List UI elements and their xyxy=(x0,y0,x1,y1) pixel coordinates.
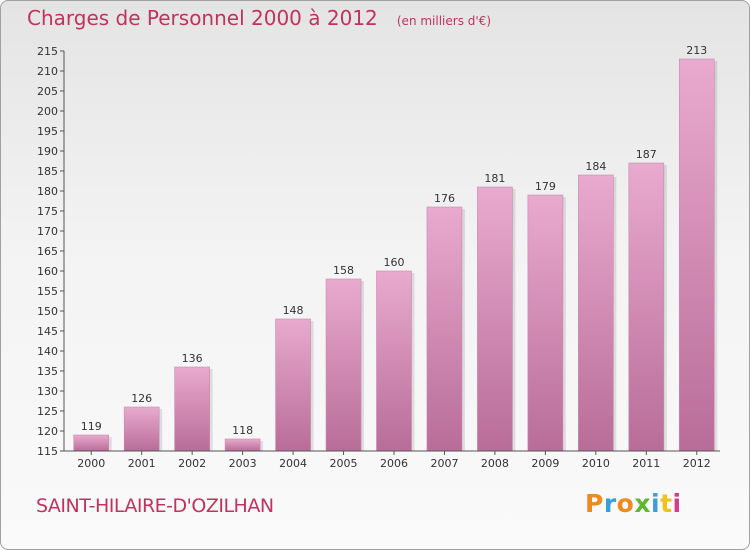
y-tick-label: 215 xyxy=(37,45,58,58)
data-label: 119 xyxy=(81,420,102,433)
logo-letter: i xyxy=(651,489,661,518)
y-tick-label: 115 xyxy=(37,445,58,458)
y-tick-label: 170 xyxy=(37,225,58,238)
commune-name: SAINT-HILAIRE-D'OZILHAN xyxy=(36,495,274,517)
y-tick-label: 205 xyxy=(37,85,58,98)
data-label: 148 xyxy=(283,304,304,317)
logo-letter: i xyxy=(672,489,682,518)
bar xyxy=(174,366,210,452)
bar xyxy=(376,270,412,452)
data-label: 176 xyxy=(434,192,455,205)
bar xyxy=(73,434,110,452)
x-tick-label: 2011 xyxy=(632,457,660,470)
x-tick-label: 2007 xyxy=(430,457,458,470)
bar xyxy=(678,58,715,452)
y-tick-label: 185 xyxy=(37,165,58,178)
x-tick-label: 2000 xyxy=(77,457,105,470)
logo-letter: x xyxy=(634,489,651,518)
data-label: 187 xyxy=(636,148,657,161)
chart-subtitle: (en milliers d'€) xyxy=(396,14,491,28)
x-tick-label: 2001 xyxy=(128,457,156,470)
x-tick-label: 2012 xyxy=(683,457,711,470)
y-tick-label: 155 xyxy=(37,285,58,298)
x-tick-label: 2003 xyxy=(229,457,257,470)
logo-letter: P xyxy=(585,489,604,518)
title-row: Charges de Personnel 2000 à 2012 (en mil… xyxy=(27,6,491,30)
data-label: 118 xyxy=(232,424,253,437)
y-axis: 115 120 125 130 135 140 145 150 155 160 165 170 175 1… xyxy=(37,45,65,458)
data-label: 136 xyxy=(182,352,203,365)
data-label: 126 xyxy=(131,392,152,405)
x-tick-label: 2004 xyxy=(279,457,307,470)
data-label: 179 xyxy=(535,180,556,193)
data-label: 160 xyxy=(384,256,405,269)
logo-letter: t xyxy=(660,489,673,518)
y-tick-label: 125 xyxy=(37,405,58,418)
y-tick-label: 190 xyxy=(37,145,58,158)
x-tick-label: 2002 xyxy=(178,457,206,470)
logo-letter: r xyxy=(603,489,617,518)
x-tick-label: 2010 xyxy=(582,457,610,470)
y-tick-label: 195 xyxy=(37,125,58,138)
bar xyxy=(224,438,261,452)
data-label: 181 xyxy=(484,172,505,185)
logo-letter: o xyxy=(616,489,635,518)
y-tick-label: 135 xyxy=(37,365,58,378)
bar xyxy=(628,162,665,452)
data-label: 158 xyxy=(333,264,354,277)
y-tick-label: 175 xyxy=(37,205,58,218)
bar xyxy=(123,406,160,452)
y-tick-label: 145 xyxy=(37,325,58,338)
y-tick-label: 200 xyxy=(37,105,58,118)
x-tick-label: 2005 xyxy=(330,457,358,470)
x-tick-label: 2009 xyxy=(531,457,559,470)
y-tick-label: 210 xyxy=(37,65,58,78)
bar xyxy=(527,194,564,452)
proxiti-logo: Proxiti xyxy=(585,489,682,518)
bar xyxy=(275,318,311,452)
bar xyxy=(477,186,513,452)
y-tick-label: 165 xyxy=(37,245,58,258)
x-tick-label: 2006 xyxy=(380,457,408,470)
data-label: 184 xyxy=(585,160,606,173)
y-tick-label: 180 xyxy=(37,185,58,198)
y-tick-label: 160 xyxy=(37,265,58,278)
y-tick-label: 150 xyxy=(37,305,58,318)
bar xyxy=(426,206,463,452)
bars: 119 126 136 118 148 158 160 176 181 179 184 187 213 xyxy=(73,44,718,452)
y-tick-label: 120 xyxy=(37,425,58,438)
bar xyxy=(325,278,362,452)
chart-title: Charges de Personnel 2000 à 2012 xyxy=(27,6,378,30)
bar xyxy=(578,174,614,452)
x-axis: 2000 2001 2002 2003 2004 2005 2006 2007 2008 2009… xyxy=(64,450,720,470)
data-label: 213 xyxy=(686,44,707,57)
x-tick-label: 2008 xyxy=(481,457,509,470)
y-tick-label: 140 xyxy=(37,345,58,358)
y-tick-label: 130 xyxy=(37,385,58,398)
